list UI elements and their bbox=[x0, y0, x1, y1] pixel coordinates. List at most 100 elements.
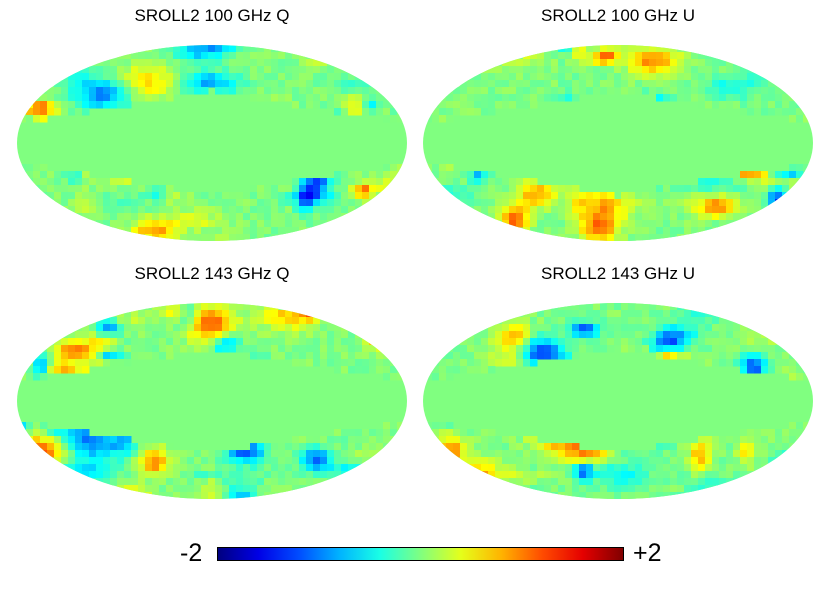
map-pixel bbox=[782, 178, 790, 186]
map-pixel bbox=[691, 310, 699, 318]
map-pixel bbox=[278, 464, 286, 472]
map-pixel bbox=[425, 164, 433, 172]
map-pixel bbox=[215, 192, 223, 200]
map-pixel bbox=[159, 199, 167, 207]
map-pixel bbox=[250, 457, 258, 465]
map-pixel bbox=[796, 366, 804, 374]
map-pixel bbox=[131, 73, 139, 81]
map-pixel bbox=[243, 59, 251, 67]
map-pixel bbox=[614, 59, 622, 67]
map-pixel bbox=[733, 331, 741, 339]
map-pixel bbox=[502, 101, 510, 109]
map-pixel bbox=[600, 206, 608, 214]
map-pixel bbox=[327, 59, 335, 67]
map-pixel bbox=[383, 101, 391, 109]
map-pixel bbox=[215, 234, 223, 241]
map-pixel bbox=[376, 352, 384, 360]
map-pixel bbox=[145, 199, 153, 207]
map-pixel bbox=[306, 485, 314, 493]
map-pixel bbox=[250, 345, 258, 353]
map-pixel bbox=[740, 192, 748, 200]
map-pixel bbox=[89, 324, 97, 332]
map-pixel bbox=[516, 73, 524, 81]
map-pixel bbox=[180, 492, 188, 499]
map-pixel bbox=[747, 366, 755, 374]
map-pixel bbox=[222, 227, 230, 235]
map-pixel bbox=[656, 206, 664, 214]
map-pixel bbox=[26, 164, 34, 172]
map-pixel bbox=[159, 213, 167, 221]
map-pixel bbox=[474, 457, 482, 465]
map-pixel bbox=[229, 464, 237, 472]
map-pixel bbox=[68, 429, 76, 437]
map-pixel bbox=[754, 429, 762, 437]
map-pixel bbox=[82, 359, 90, 367]
map-pixel bbox=[670, 73, 678, 81]
map-pixel bbox=[530, 471, 538, 479]
map-pixel bbox=[117, 199, 125, 207]
map-pixel bbox=[425, 108, 433, 116]
map-pixel bbox=[663, 192, 671, 200]
map-pixel bbox=[33, 164, 41, 172]
map-pixel bbox=[306, 220, 314, 228]
map-pixel bbox=[656, 464, 664, 472]
map-pixel bbox=[544, 450, 552, 458]
map-pixel bbox=[201, 227, 209, 235]
map-pixel bbox=[530, 345, 538, 353]
map-pixel bbox=[278, 94, 286, 102]
map-pixel bbox=[551, 206, 559, 214]
map-pixel bbox=[250, 478, 258, 486]
map-pixel bbox=[40, 171, 48, 179]
map-pixel bbox=[565, 310, 573, 318]
map-pixel bbox=[635, 220, 643, 228]
map-pixel bbox=[257, 185, 265, 193]
map-pixel bbox=[362, 436, 370, 444]
map-pixel bbox=[474, 206, 482, 214]
map-pixel bbox=[509, 220, 517, 228]
map-pixel bbox=[719, 478, 727, 486]
map-pixel bbox=[530, 338, 538, 346]
map-pixel bbox=[257, 94, 265, 102]
map-pixel bbox=[236, 457, 244, 465]
map-pixel bbox=[733, 338, 741, 346]
map-pixel bbox=[278, 59, 286, 67]
map-pixel bbox=[754, 178, 762, 186]
map-pixel bbox=[152, 185, 160, 193]
map-pixel bbox=[397, 422, 405, 430]
map-pixel bbox=[670, 317, 678, 325]
map-pixel bbox=[348, 338, 356, 346]
map-pixel bbox=[551, 345, 559, 353]
map-pixel bbox=[642, 45, 650, 53]
map-pixel bbox=[726, 66, 734, 74]
map-pixel bbox=[68, 185, 76, 193]
map-pixel bbox=[488, 101, 496, 109]
map-pixel bbox=[68, 199, 76, 207]
map-pixel bbox=[355, 73, 363, 81]
map-pixel bbox=[656, 66, 664, 74]
map-pixel bbox=[376, 366, 384, 374]
map-pixel bbox=[180, 303, 188, 311]
map-pixel bbox=[159, 338, 167, 346]
map-pixel bbox=[292, 94, 300, 102]
map-pixel bbox=[271, 303, 279, 311]
map-pixel bbox=[614, 324, 622, 332]
map-pixel bbox=[201, 310, 209, 318]
map-pixel bbox=[768, 185, 776, 193]
map-pixel bbox=[628, 324, 636, 332]
map-pixel bbox=[313, 59, 321, 67]
map-pixel bbox=[607, 206, 615, 214]
map-pixel bbox=[54, 366, 62, 374]
map-pixel bbox=[96, 331, 104, 339]
map-pixel bbox=[236, 471, 244, 479]
map-pixel bbox=[278, 338, 286, 346]
map-pixel bbox=[551, 492, 559, 499]
map-pixel bbox=[229, 478, 237, 486]
map-pixel bbox=[740, 331, 748, 339]
map-pixel bbox=[243, 220, 251, 228]
map-pixel bbox=[96, 213, 104, 221]
map-pixel bbox=[152, 310, 160, 318]
map-pixel bbox=[614, 80, 622, 88]
map-pixel bbox=[761, 450, 769, 458]
panel-title: SROLL2 100 GHz U bbox=[540, 6, 695, 25]
map-pixel bbox=[320, 101, 328, 109]
